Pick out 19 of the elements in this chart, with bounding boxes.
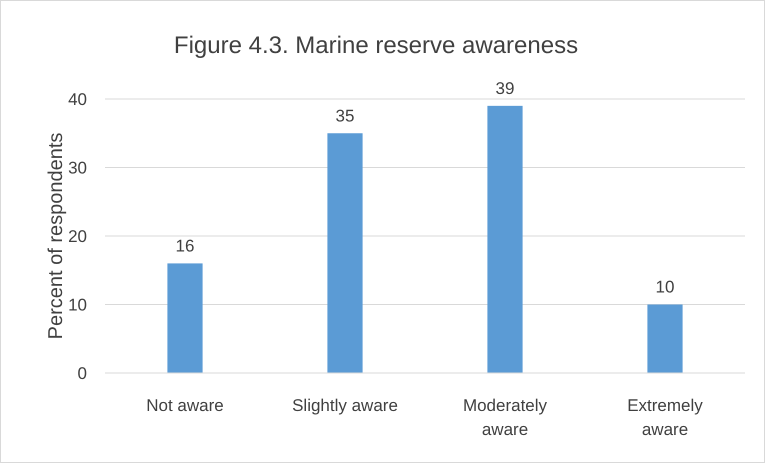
y-tick-label: 40 [68,90,87,109]
data-label: 35 [336,106,354,126]
bar [487,106,523,373]
bar [327,133,363,373]
data-label: 39 [496,78,514,98]
y-tick-label: 20 [68,227,87,246]
y-axis-title: Percent of respondents [45,132,67,340]
x-tick-label: Not aware [146,396,224,415]
y-tick-label: 30 [68,158,87,178]
chart-title: Figure 4.3. Marine reserve awareness [174,32,578,59]
x-tick-label: Moderately aware [462,396,548,439]
bar [167,263,203,373]
y-tick-label: 0 [78,364,87,383]
data-label: 10 [656,278,674,296]
y-tick-label: 10 [68,296,87,314]
data-label: 16 [176,236,194,256]
bar [647,304,683,373]
x-tick-label: Extremely aware [627,396,704,439]
x-tick-label: Slightly aware [292,396,398,415]
